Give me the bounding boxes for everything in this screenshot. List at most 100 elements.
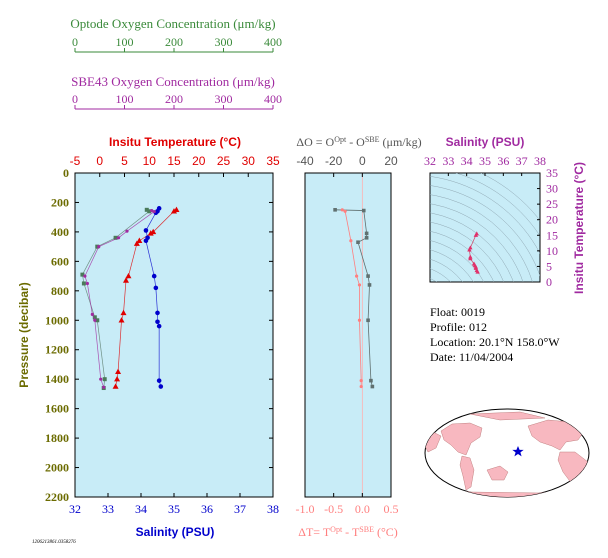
salinity-point xyxy=(156,378,162,383)
pressure-tick-label: 600 xyxy=(51,254,69,268)
ts-density-contour xyxy=(430,230,495,282)
delta-t-point xyxy=(355,274,359,278)
optode-axis-tick-label: 200 xyxy=(165,35,183,49)
delta-o-point xyxy=(361,208,366,213)
pressure-tick-label: 1200 xyxy=(45,343,69,357)
optode-axis: Optode Oxygen Concentration (μm/kg) 0 100… xyxy=(70,16,282,53)
series-line xyxy=(82,209,150,389)
optode-axis-tick-label: 400 xyxy=(264,35,282,49)
sbe-axis-tick-label: 0 xyxy=(72,92,78,106)
temperature-point xyxy=(125,272,132,279)
pressure-tick-label: 800 xyxy=(51,284,69,298)
salinity-tick-label: 32 xyxy=(69,502,81,516)
pressure-axis-label: Pressure (decibar) xyxy=(17,282,31,387)
optode-point xyxy=(113,235,118,240)
temperature-point xyxy=(133,240,140,246)
ts-density-contour xyxy=(480,173,540,221)
delta-o-point xyxy=(370,384,375,389)
salinity-point xyxy=(155,310,160,316)
temp-tick-label: 15 xyxy=(167,154,181,168)
delta-t-point xyxy=(340,208,344,212)
pressure-tick-label: 2000 xyxy=(45,461,69,475)
sbe-point xyxy=(116,236,121,240)
delta-t-tick-label: -0.5 xyxy=(324,502,343,516)
ts-point xyxy=(467,247,472,252)
delta-o-tick-label: -20 xyxy=(325,154,343,168)
delta-t-tick-label: 0.0 xyxy=(355,502,370,516)
ts-temp-tick-label: 15 xyxy=(546,228,558,242)
diff-series-line xyxy=(342,209,362,387)
delta-o-tick-label: 0 xyxy=(359,154,366,168)
delta-o-point xyxy=(369,378,373,383)
ts-temp-tick-label: 35 xyxy=(546,166,558,180)
ts-temp-tick-label: 0 xyxy=(546,275,552,289)
float-info: Float: 0019 Profile: 012 Location: 20.1°… xyxy=(430,305,560,364)
main-panel xyxy=(74,172,274,498)
ts-temp-tick-label: 30 xyxy=(546,182,558,196)
temp-tick-label: 5 xyxy=(121,154,128,168)
sbe-point xyxy=(97,245,101,249)
ts-temp-title: Insitu Temperature (°C) xyxy=(572,162,586,294)
delta-o-title: ΔO = OOpt - OSBE (μm/kg) xyxy=(296,135,421,150)
ts-salinity-tick-label: 36 xyxy=(497,154,509,168)
sbe-axis-tick-label: 200 xyxy=(165,92,183,106)
optode-point xyxy=(144,207,149,212)
ts-point xyxy=(473,232,479,237)
temperature-point xyxy=(118,317,125,323)
sbe-point xyxy=(85,281,89,286)
ts-point xyxy=(468,256,473,261)
delta-t-point xyxy=(357,283,362,287)
sbe-point xyxy=(90,312,94,316)
ts-density-contour xyxy=(430,258,463,282)
delta-t-tick-label: -1.0 xyxy=(296,502,315,516)
ts-salinity-tick-label: 33 xyxy=(442,154,454,168)
salinity-tick-label: 34 xyxy=(135,502,147,516)
sbe-point xyxy=(150,208,154,213)
temperature-point xyxy=(120,309,127,316)
salinity-point xyxy=(158,384,164,389)
ts-density-contour xyxy=(430,203,524,282)
delta-o-point xyxy=(333,208,337,212)
ts-salinity-tick-label: 34 xyxy=(461,154,473,168)
delta-t-point xyxy=(359,379,363,383)
ts-density-contour xyxy=(430,221,505,282)
temperature-point xyxy=(147,230,154,236)
salinity-point xyxy=(143,228,149,233)
world-map xyxy=(424,408,590,498)
optode-point xyxy=(92,315,97,320)
sbe-point xyxy=(125,229,129,233)
sbe-axis: SBE43 Oxygen Concentration (μm/kg) 0 100 2… xyxy=(71,74,282,110)
delta-t-tick-label: 0.5 xyxy=(384,502,399,516)
ts-temp-tick-label: 25 xyxy=(546,197,558,211)
optode-point xyxy=(147,209,152,214)
sbe-axis-title: SBE43 Oxygen Concentration (μm/kg) xyxy=(71,74,275,89)
optode-axis-tick-label: 300 xyxy=(215,35,233,49)
date: Date: 11/04/2004 xyxy=(430,350,513,364)
ts-temp-tick-label: 10 xyxy=(546,244,558,258)
ts-density-contour xyxy=(430,212,514,282)
sbe-axis-tick-label: 300 xyxy=(215,92,233,106)
salinity-point xyxy=(155,319,160,325)
sbe-axis-tick-label: 400 xyxy=(264,92,282,106)
ts-density-contour xyxy=(430,194,533,282)
ts-density-contour xyxy=(430,268,451,282)
temp-tick-label: 20 xyxy=(192,154,206,168)
sbe-point xyxy=(93,318,97,322)
optode-axis-title: Optode Oxygen Concentration (μm/kg) xyxy=(70,16,275,31)
pressure-tick-label: 400 xyxy=(51,225,69,239)
optode-axis-tick-label: 100 xyxy=(116,35,134,49)
sbe-point xyxy=(152,209,156,214)
delta-o-point xyxy=(366,274,370,278)
optode-point xyxy=(102,377,107,382)
temperature-point xyxy=(122,277,129,283)
temp-tick-label: 25 xyxy=(217,154,231,168)
salinity-tick-label: 35 xyxy=(168,502,180,516)
sbe-point xyxy=(102,385,106,389)
temperature-point xyxy=(171,208,177,214)
salinity-tick-label: 33 xyxy=(102,502,114,516)
ts-salinity-tick-label: 32 xyxy=(424,154,436,168)
delta-o-point xyxy=(366,318,370,323)
temp-tick-label: 35 xyxy=(266,154,280,168)
salinity-point xyxy=(156,323,162,329)
